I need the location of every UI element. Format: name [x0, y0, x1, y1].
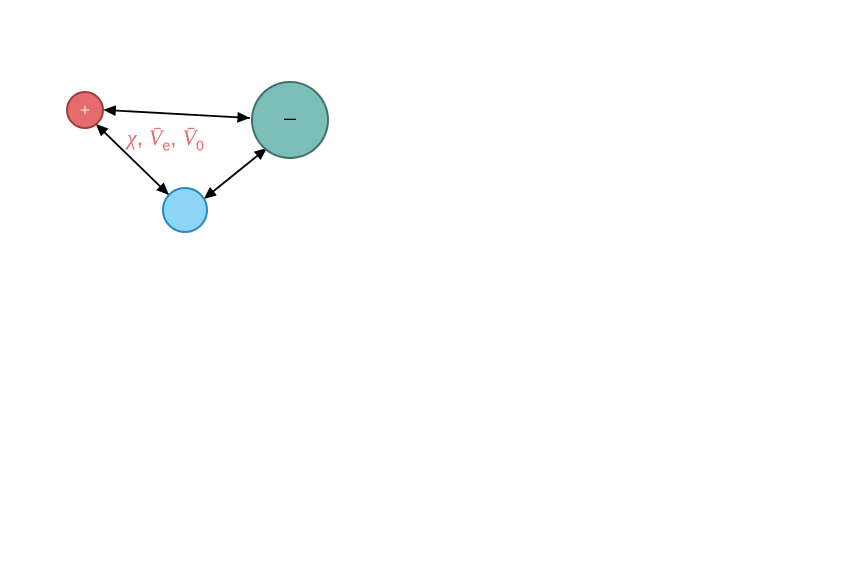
- mri-svg: [420, 65, 835, 445]
- species-diagram: + − χ, V̄e, V̄0: [45, 80, 345, 240]
- label-chi: χ, V̄e, V̄0: [127, 125, 204, 154]
- mri-panel: [420, 65, 835, 445]
- species-svg: + −: [45, 80, 345, 240]
- solvent-circle: [163, 188, 207, 232]
- cation-label: +: [80, 100, 90, 120]
- anion-label: −: [283, 105, 298, 134]
